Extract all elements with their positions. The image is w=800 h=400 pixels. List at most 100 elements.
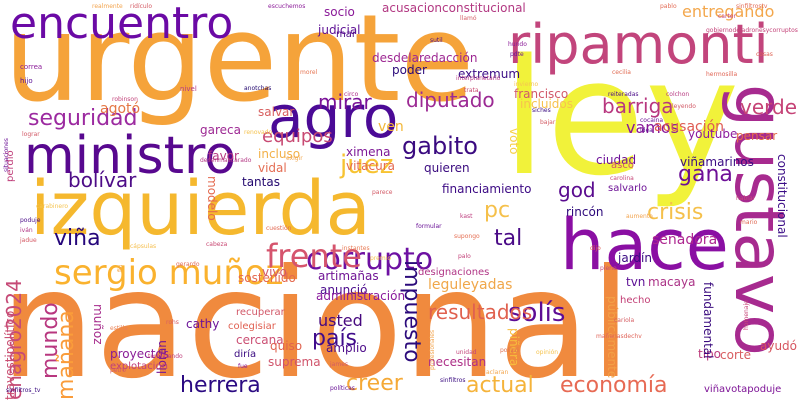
word: pensar [736,129,778,143]
word: morel [300,69,318,76]
word: socio [324,5,355,19]
word: reiteradas [608,91,639,98]
word: aumento [626,213,653,220]
word: necesitan [428,355,487,369]
word: instantes [342,245,370,252]
word: mañanasdechv [596,333,642,340]
word: llamó [460,15,477,22]
word: ciudad [596,153,637,167]
word: ximena [346,145,391,159]
word: recuperar [236,307,285,318]
word: mirar [318,90,372,114]
word: ministro [24,126,237,186]
word: ven [378,119,404,135]
word: quiso [270,339,303,353]
word: judicial [318,23,361,37]
word: equipos [262,126,333,147]
word: terminando [148,353,183,360]
word: colegisiar [228,321,276,332]
word: senadora [652,232,718,248]
word: gabito [402,132,478,160]
word: administración [316,289,406,303]
word: poduje [20,217,41,224]
word: situaciones [3,138,10,172]
word: sinfiltrostv [736,3,768,10]
word: incluso [258,147,301,161]
word: mar [336,29,356,40]
word: james [330,361,349,368]
word: voto [507,128,521,155]
word: bolívar [68,168,137,192]
word: seguridad [28,106,138,131]
word: realmente [92,3,123,10]
word: escuchemos [268,3,306,10]
word: rohs [166,319,179,326]
word: acusación [654,119,725,135]
word: hablar [736,195,756,202]
word: francisco [514,87,569,101]
word: políticas [330,385,355,392]
word: estilla [110,325,128,332]
word: renovado [244,129,273,136]
word: correa [20,63,43,71]
word: viñamarinos [680,155,754,169]
word: sinfiltros_tv [6,387,41,394]
word: invierno [514,81,539,88]
word: formular [416,223,442,230]
word: juez [340,150,394,180]
word: urgente [4,0,475,129]
word: actual [466,373,534,398]
word: salvar [258,105,295,119]
word: cosas [756,51,773,58]
word: sostenido [238,271,296,285]
word: financiamiento [442,182,532,196]
word: carabinero [36,203,69,210]
word: modelo [205,176,219,221]
word: cápsulas [130,243,157,250]
word: constitucional [775,154,789,238]
word: izquierda [30,166,371,252]
word: vitacura [346,159,395,173]
word: nivel [180,85,197,93]
word: ley [502,24,740,211]
word: nacional [0,238,632,400]
word: viñavotapoduje [704,384,782,395]
word: anotchas [244,85,272,92]
word: proyectos [110,347,170,361]
word: sinfiltros [440,377,466,384]
word: macaya [648,275,696,289]
word: idea [640,127,653,134]
word: pablo [660,3,677,10]
word: asco [611,160,634,171]
word: exigir [286,155,303,162]
word: leguleyadas [428,277,513,293]
word: suprema [268,355,321,369]
word: iván [20,227,33,234]
word: cocaína [640,117,664,124]
word: país [312,326,358,351]
word: favor [208,149,239,163]
word: bajar [540,119,556,126]
word: cecilia [612,69,631,76]
word: ridículo [130,3,153,10]
word: mañana [54,310,79,400]
word: crisis [647,200,704,225]
word: cuestión [266,225,292,232]
word: fin [117,264,124,272]
word: extremum [458,67,521,81]
word: diputado [406,88,495,112]
word: desenmascarado [200,157,252,164]
word: vivo [262,265,287,279]
word: acusacionconstitucional [382,1,526,15]
word: herrera [180,373,261,398]
word: jardín [618,251,652,265]
word: salvarlo [608,183,648,194]
word: tal [494,226,523,251]
word: gareca [200,123,241,137]
word: unidad [456,349,477,356]
word: petro [110,367,126,374]
word: sutil [430,37,443,44]
word: ripamonti [508,13,769,76]
word: gobiernodeladronesycorruptos [706,27,798,34]
word: jadue [20,237,37,244]
